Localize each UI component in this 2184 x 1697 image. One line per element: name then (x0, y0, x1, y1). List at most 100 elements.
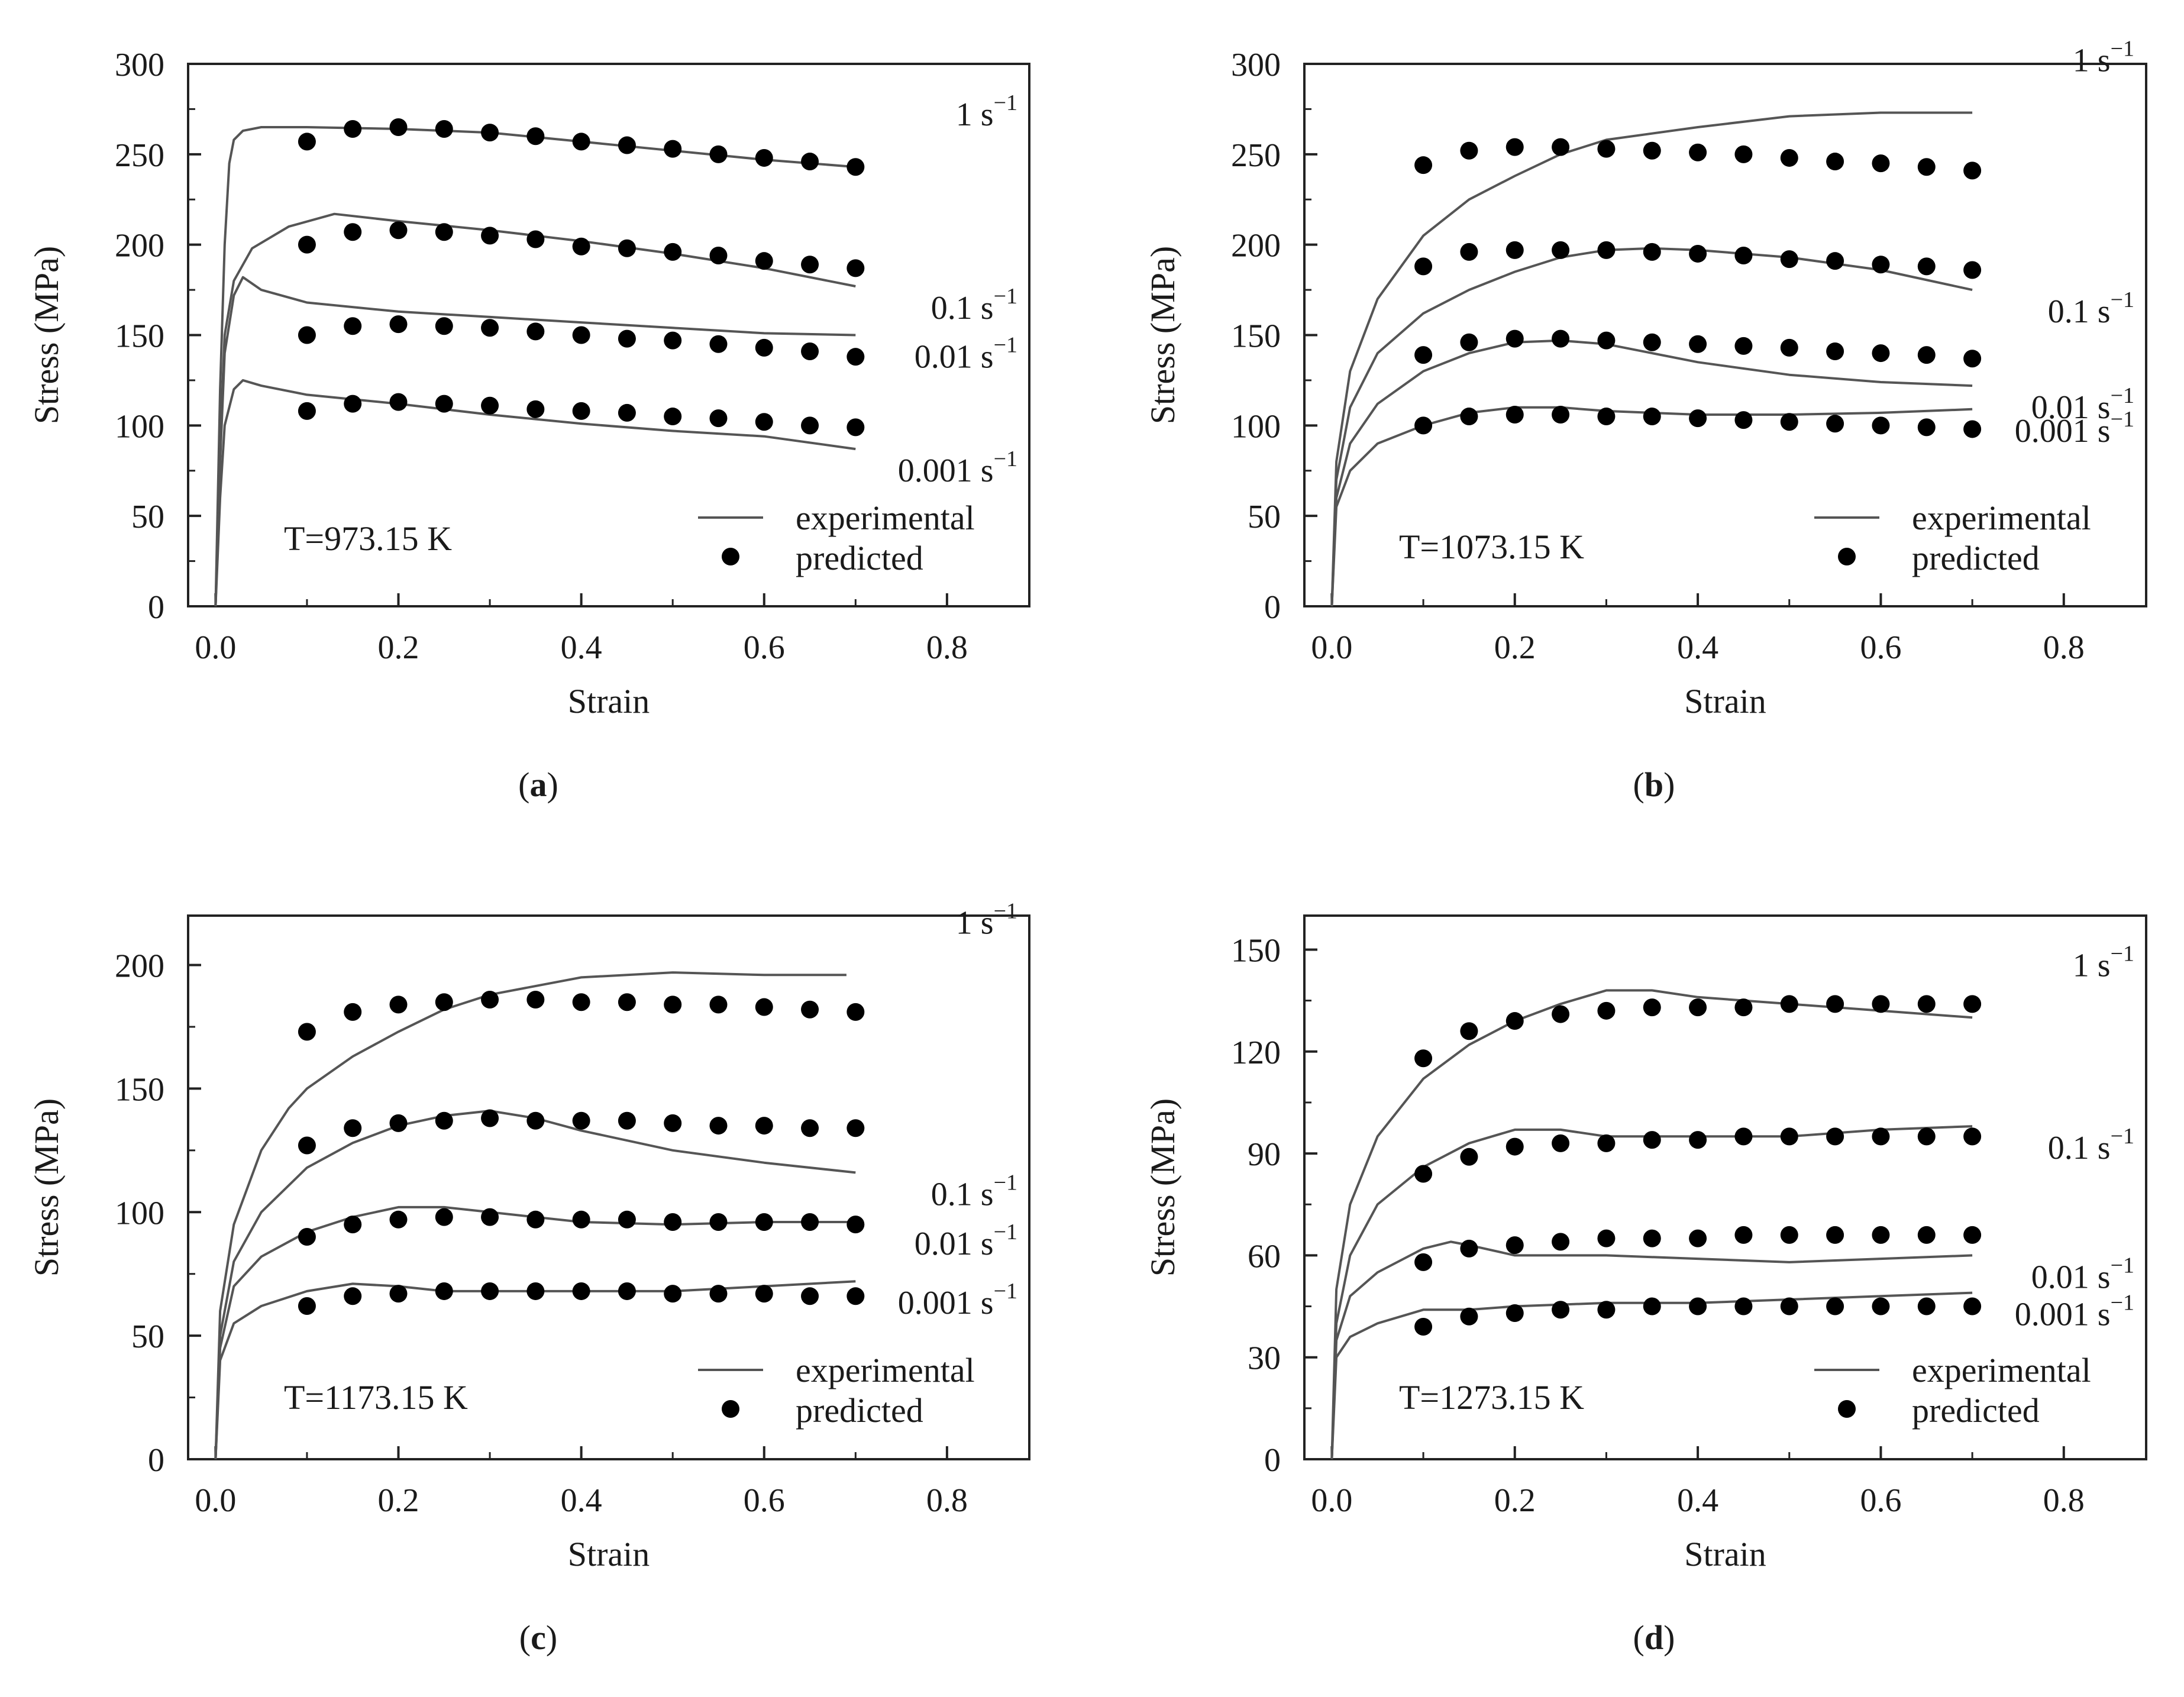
predicted-point (1917, 995, 1936, 1013)
x-axis-label: Strain (568, 682, 650, 720)
y-tick-label: 60 (1248, 1238, 1281, 1275)
predicted-point (1917, 257, 1936, 276)
predicted-point (1505, 1236, 1524, 1255)
chart-panel-c: 0.0 0.2 0.4 0.6 0.8 0 50 100 150 200 Strain Stress … (27, 898, 1030, 1657)
strain-rate-exponent: −1 (2111, 1124, 2134, 1149)
predicted-point (1597, 1229, 1616, 1247)
predicted-point (526, 230, 545, 248)
predicted-point (344, 120, 362, 138)
predicted-point (1872, 1297, 1890, 1315)
predicted-point (1734, 1226, 1753, 1244)
predicted-point (1689, 1229, 1707, 1247)
experimental-curve-0 (214, 126, 856, 607)
strain-rate-exponent: −1 (994, 284, 1017, 309)
predicted-point (847, 1216, 865, 1234)
predicted-point (572, 132, 590, 151)
predicted-point (1963, 261, 1982, 279)
predicted-point (435, 1111, 453, 1130)
predicted-point (801, 153, 819, 171)
predicted-point (1963, 1127, 1982, 1146)
predicted-point (481, 124, 499, 142)
legend-dot-swatch (722, 1400, 739, 1418)
x-tick-label: 0.2 (1494, 1482, 1536, 1519)
predicted-point (1643, 1297, 1661, 1315)
predicted-point (1780, 338, 1798, 357)
predicted-point (1689, 244, 1707, 263)
y-tick-label: 0 (1264, 589, 1281, 626)
predicted-point (1826, 415, 1844, 433)
y-tick-label: 100 (1231, 408, 1281, 445)
legend-predicted: predicted (1912, 539, 2040, 577)
predicted-point (664, 1213, 682, 1231)
predicted-point (1597, 408, 1616, 426)
chart-panel-a: 0.0 0.2 0.4 0.6 0.8 0 50 100 150 200 250 300 Strain S… (27, 47, 1030, 804)
predicted-point (1552, 241, 1570, 259)
experimental-curve-2 (214, 1205, 856, 1460)
predicted-point (1552, 329, 1570, 348)
y-tick-label: 150 (115, 1071, 164, 1108)
plot-frame (187, 914, 1030, 1460)
predicted-point (755, 252, 773, 270)
predicted-point (572, 237, 590, 256)
predicted-point (298, 1228, 316, 1246)
predicted-point (1780, 148, 1798, 167)
plot-frame (1303, 914, 2147, 1460)
strain-rate-value: 0.01 s (915, 339, 994, 376)
predicted-point (481, 1109, 499, 1127)
strain-rate-exponent: −1 (994, 333, 1017, 358)
predicted-point (1552, 1233, 1570, 1251)
strain-rate-label: 0.001 s−1 (898, 447, 1017, 489)
experimental-curve-0 (214, 971, 847, 1460)
strain-rate-label: 0.01 s−1 (2031, 383, 2134, 426)
predicted-point (1643, 243, 1661, 261)
predicted-point (481, 1282, 499, 1300)
y-tick-label: 250 (1231, 137, 1281, 174)
predicted-point (298, 1023, 316, 1041)
predicted-point (435, 395, 453, 413)
predicted-point (1414, 1165, 1433, 1183)
predicted-point (755, 338, 773, 357)
predicted-point (847, 348, 865, 366)
predicted-point (298, 1297, 316, 1315)
legend-dot-swatch (1838, 1400, 1856, 1418)
predicted-point (1826, 252, 1844, 270)
predicted-point (1780, 1297, 1798, 1315)
predicted-point (1597, 140, 1616, 158)
predicted-point (526, 991, 545, 1009)
predicted-point (1963, 350, 1982, 368)
caption-open-paren: ( (1633, 1618, 1645, 1657)
predicted-point (1872, 154, 1890, 173)
x-tick-label: 0.6 (1860, 1482, 1901, 1519)
strain-rate-label: 0.1 s−1 (931, 1170, 1017, 1213)
strain-rate-exponent: −1 (2111, 941, 2134, 966)
predicted-point (1689, 143, 1707, 161)
predicted-point (618, 1210, 636, 1229)
predicted-point (1643, 998, 1661, 1017)
temperature-annotation: T=1073.15 K (1399, 528, 1584, 566)
predicted-point (298, 326, 316, 344)
predicted-point (1460, 1239, 1478, 1258)
strain-rate-value: 0.001 s (898, 1285, 994, 1321)
y-tick-label: 150 (1231, 318, 1281, 355)
predicted-point (755, 1117, 773, 1135)
strain-rate-exponent: −1 (994, 898, 1017, 923)
predicted-point (1643, 1131, 1661, 1149)
predicted-point (709, 247, 728, 265)
predicted-point (1552, 405, 1570, 424)
predicted-point (755, 413, 773, 431)
experimental-curve-0 (1330, 989, 1973, 1460)
predicted-point (1643, 141, 1661, 160)
predicted-point (664, 1114, 682, 1132)
predicted-point (1505, 329, 1524, 348)
predicted-point (344, 1287, 362, 1305)
strain-rate-label: 0.01 s−1 (915, 1220, 1017, 1262)
predicted-point (1597, 1001, 1616, 1020)
predicted-point (344, 223, 362, 241)
predicted-point (1460, 243, 1478, 261)
y-tick-label: 100 (115, 1195, 164, 1231)
strain-rate-label: 0.001 s−1 (2015, 407, 2134, 450)
predicted-point (755, 998, 773, 1016)
predicted-point (1414, 1049, 1433, 1068)
predicted-point (1552, 1301, 1570, 1319)
predicted-point (1552, 1134, 1570, 1152)
